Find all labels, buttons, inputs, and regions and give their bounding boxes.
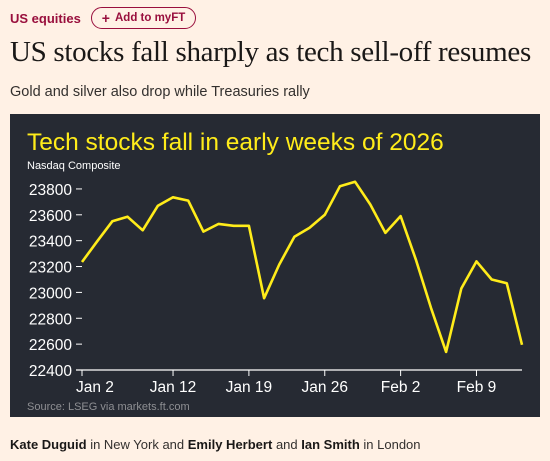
y-tick-label: 22800 — [29, 311, 72, 328]
headline: US stocks fall sharply as tech sell-off … — [10, 36, 531, 68]
y-tick-label: 23200 — [29, 260, 72, 277]
chart-subtitle: Nasdaq Composite — [27, 160, 121, 172]
chart-container: Tech stocks fall in early weeks of 2026 … — [10, 114, 540, 417]
add-to-myft-label: Add to myFT — [114, 12, 186, 24]
byline-text: in New York and — [90, 437, 185, 452]
section-link[interactable]: US equities — [10, 10, 81, 26]
x-tick-label: Feb 2 — [381, 379, 421, 396]
chart-source: Source: LSEG via markets.ft.com — [27, 401, 190, 413]
y-tick-label: 22400 — [29, 363, 72, 380]
nasdaq-line-chart: Tech stocks fall in early weeks of 2026 … — [27, 129, 524, 413]
x-tick-label: Feb 9 — [457, 379, 497, 396]
standfirst: Gold and silver also drop while Treasuri… — [10, 84, 310, 100]
byline-text: and — [275, 437, 298, 452]
article-topline: US equities + Add to myFT — [10, 6, 197, 30]
series-line-nasdaq — [80, 180, 524, 354]
plus-icon: + — [101, 10, 110, 26]
byline-text: in London — [363, 437, 421, 452]
byline: Kate Duguid in New York and Emily Herber… — [10, 437, 421, 452]
x-tick-label: Jan 26 — [301, 379, 348, 396]
y-tick-label: 23400 — [29, 234, 72, 251]
x-tick-label: Jan 2 — [76, 379, 114, 396]
y-tick-label: 23800 — [29, 182, 72, 199]
chart-title: Tech stocks fall in early weeks of 2026 — [27, 129, 444, 156]
y-tick-label: 22600 — [29, 337, 72, 354]
author-name[interactable]: Kate Duguid — [10, 437, 87, 452]
x-tick-label: Jan 12 — [150, 379, 197, 396]
x-tick-label: Jan 19 — [226, 379, 273, 396]
author-name[interactable]: Emily Herbert — [187, 437, 273, 452]
add-to-myft-button[interactable]: + Add to myFT — [90, 7, 197, 29]
y-tick-label: 23000 — [29, 285, 72, 302]
author-name[interactable]: Ian Smith — [301, 437, 360, 452]
y-tick-label: 23600 — [29, 208, 72, 225]
x-axis: Jan 2 Jan 12 Jan 19 Jan 26 Feb 2 Feb 9 — [76, 369, 522, 396]
y-axis: 22400 22600 22800 23000 23200 23400 23600 23800 — [29, 182, 82, 380]
